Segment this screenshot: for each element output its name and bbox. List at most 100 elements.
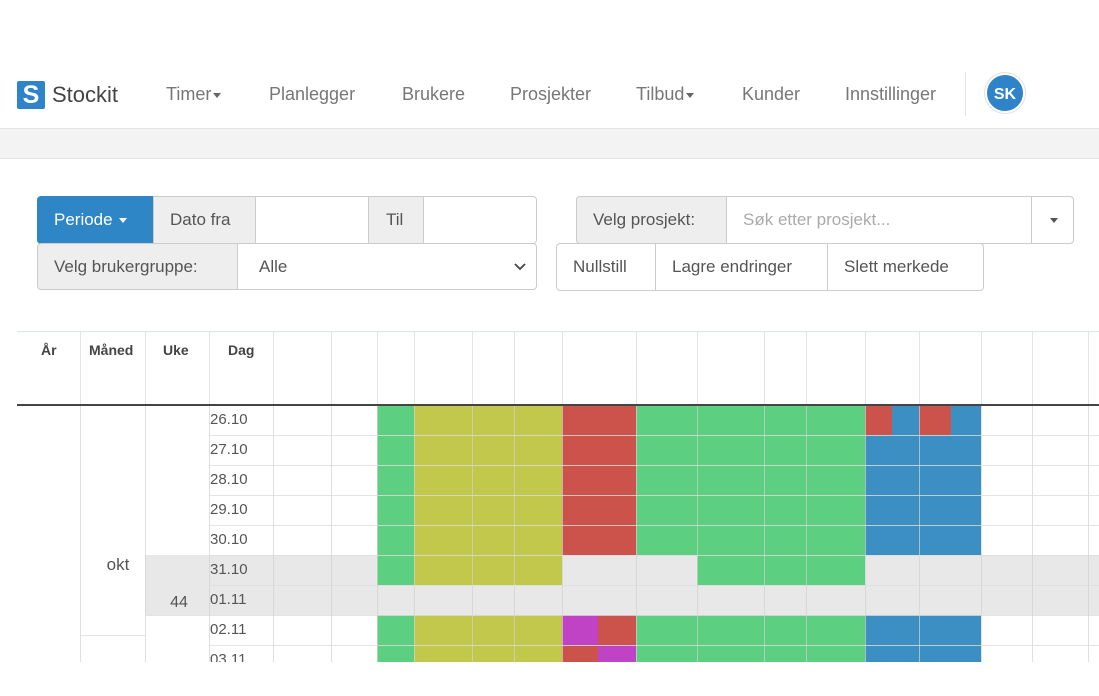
- header-grid-line: [331, 332, 332, 404]
- day-cell: 02.11: [210, 621, 247, 638]
- date-from-input[interactable]: [255, 196, 369, 244]
- nav-innstillinger[interactable]: Innstillinger: [845, 84, 937, 104]
- reset-button[interactable]: Nullstill: [556, 243, 656, 291]
- table-header: [17, 332, 1099, 404]
- grid-line: [414, 332, 415, 662]
- red-allocation-cell: [562, 435, 636, 465]
- planner-table: År Måned Uke Dag 26.10 27.10 28.10 29.10 30.…: [17, 331, 1099, 662]
- green-allocation-cell: [806, 405, 865, 435]
- olive-allocation-cell: [414, 555, 472, 585]
- olive-allocation-cell: [414, 495, 472, 525]
- blue-allocation-cell: [919, 435, 981, 465]
- save-changes-button[interactable]: Lagre endringer: [655, 243, 828, 291]
- olive-allocation-cell: [472, 465, 514, 495]
- green-allocation-cell: [697, 555, 764, 585]
- grid-line: [209, 332, 210, 662]
- green-allocation-cell: [636, 405, 697, 435]
- nav-prosjekter[interactable]: Prosjekter: [510, 84, 592, 104]
- red-allocation-cell: [865, 405, 892, 435]
- usergroup-value: Alle: [259, 256, 288, 276]
- period-button-label: Periode: [54, 210, 113, 229]
- project-search-input[interactable]: Søk etter prosjekt...: [726, 196, 1032, 244]
- subheader-bar: [0, 128, 1099, 159]
- olive-allocation-cell: [414, 405, 472, 435]
- olive-allocation-cell: [514, 645, 562, 662]
- grid-line: [562, 332, 563, 662]
- red-allocation-cell: [562, 405, 636, 435]
- grid-line: [865, 332, 866, 662]
- grid-line: [1088, 332, 1089, 662]
- olive-allocation-cell: [472, 555, 514, 585]
- grid-line: [209, 465, 1099, 466]
- grid-line: [919, 332, 920, 662]
- olive-allocation-cell: [472, 615, 514, 645]
- weekend-row: [145, 585, 1099, 615]
- month-cell: okt: [106, 555, 130, 574]
- olive-allocation-cell: [514, 555, 562, 585]
- header-week: Uke: [163, 342, 189, 358]
- usergroup-select[interactable]: Alle: [237, 243, 537, 290]
- green-allocation-cell: [806, 465, 865, 495]
- grid-line: [145, 332, 146, 662]
- header-grid-line: [145, 332, 146, 404]
- grid-line: [80, 635, 145, 636]
- olive-allocation-cell: [514, 465, 562, 495]
- olive-allocation-cell: [472, 495, 514, 525]
- grid-line: [981, 332, 982, 662]
- grid-line: [514, 332, 515, 662]
- header-grid-line: [1032, 332, 1033, 404]
- grid-line: [636, 332, 637, 662]
- project-dropdown-toggle[interactable]: [1031, 196, 1074, 244]
- grid-line: [209, 525, 1099, 526]
- green-allocation-cell: [764, 465, 806, 495]
- green-allocation-cell: [697, 615, 764, 645]
- olive-allocation-cell: [514, 525, 562, 555]
- green-allocation-cell: [764, 405, 806, 435]
- day-cell: 27.10: [210, 441, 248, 458]
- blue-allocation-cell: [865, 525, 919, 555]
- caret-down-icon: [213, 92, 222, 98]
- period-button[interactable]: Periode: [37, 196, 154, 244]
- brand[interactable]: S Stockit: [17, 80, 118, 110]
- green-allocation-cell: [806, 495, 865, 525]
- olive-allocation-cell: [472, 525, 514, 555]
- header-grid-line: [377, 332, 378, 404]
- nav-planlegger[interactable]: Planlegger: [269, 84, 356, 104]
- caret-down-icon: [118, 217, 127, 223]
- day-cell: 03.11: [210, 651, 247, 662]
- nav-brukere[interactable]: Brukere: [402, 84, 466, 104]
- delete-selected-button[interactable]: Slett merkede: [827, 243, 984, 291]
- header-month: Måned: [89, 342, 134, 358]
- header-divider: [17, 404, 1099, 406]
- green-allocation-cell: [697, 525, 764, 555]
- nav-tilbud[interactable]: Tilbud: [636, 84, 695, 105]
- blue-allocation-cell: [865, 615, 919, 645]
- red-allocation-cell: [562, 465, 636, 495]
- green-allocation-cell: [697, 465, 764, 495]
- date-to-input[interactable]: [423, 196, 537, 244]
- header-year: År: [41, 342, 57, 358]
- red-allocation-cell: [919, 405, 951, 435]
- olive-allocation-cell: [472, 645, 514, 662]
- nav-timer[interactable]: Timer: [166, 84, 222, 105]
- green-allocation-cell: [636, 615, 697, 645]
- olive-allocation-cell: [514, 615, 562, 645]
- user-avatar[interactable]: SK: [985, 73, 1025, 113]
- nav-kunder[interactable]: Kunder: [742, 84, 801, 104]
- stockit-logo: S: [17, 81, 45, 109]
- green-allocation-cell: [764, 435, 806, 465]
- grid-line: [1032, 332, 1033, 662]
- green-allocation-cell: [697, 435, 764, 465]
- green-allocation-cell: [636, 435, 697, 465]
- header-grid-line: [514, 332, 515, 404]
- header-grid-line: [981, 332, 982, 404]
- day-cell: 30.10: [210, 531, 248, 548]
- grid-line: [80, 332, 81, 662]
- header-grid-line: [209, 332, 210, 404]
- olive-allocation-cell: [514, 405, 562, 435]
- header-grid-line: [472, 332, 473, 404]
- grid-line: [273, 332, 274, 662]
- header-grid-line: [806, 332, 807, 404]
- olive-allocation-cell: [414, 645, 472, 662]
- day-cell: 26.10: [210, 411, 248, 428]
